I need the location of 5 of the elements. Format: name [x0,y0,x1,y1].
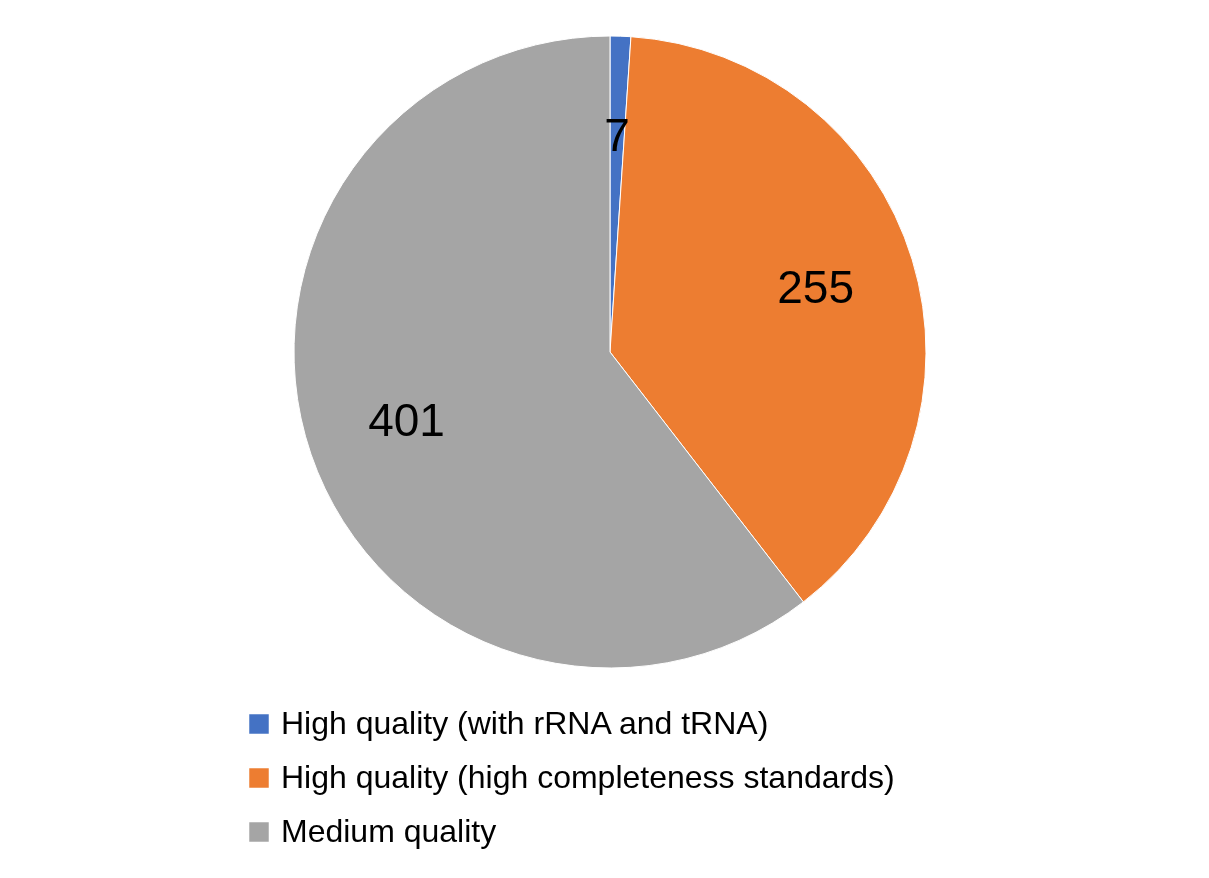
data-label: 401 [368,393,445,446]
data-label: 255 [777,261,855,314]
legend-label: High quality (with rRNA and tRNA) [281,705,769,741]
legend-label: Medium quality [281,813,497,849]
legend-label: High quality (high completeness standards) [281,759,895,795]
